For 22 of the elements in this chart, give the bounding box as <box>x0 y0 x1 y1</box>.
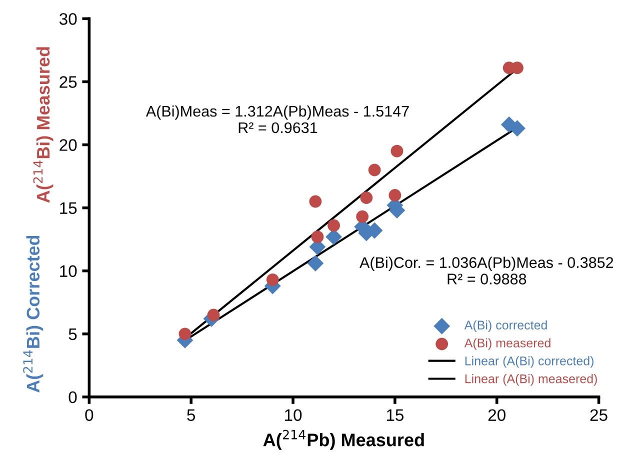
y-tick-label: 0 <box>68 391 77 404</box>
y-tick-label: 25 <box>60 76 77 88</box>
legend-label: A(Bi) corrected <box>464 320 547 332</box>
annotation: A(Bi)Cor. = 1.036A(Pb)Meas - 0.3852 R² = 0.9888 <box>360 256 614 284</box>
x-tick-label: 0 <box>85 409 94 421</box>
x-tick-label: 10 <box>285 409 302 421</box>
y-tick-label: 10 <box>60 265 77 278</box>
y-tick-label: 15 <box>60 202 77 214</box>
legend-label: A(Bi) measered <box>464 338 550 350</box>
text: A($^{214}$Bi) Measured <box>33 47 54 203</box>
x-tick-label: 20 <box>488 409 506 421</box>
y-axis-title: A($^{214}$Bi) Corrected <box>23 236 44 392</box>
x-tick-label: 15 <box>386 409 404 421</box>
x-tick-label: 5 <box>187 409 196 421</box>
y-tick-label: 30 <box>59 13 77 25</box>
x-axis-title: A($^{214}$Pb) Measured <box>263 430 424 450</box>
y-tick-label: 20 <box>60 139 77 151</box>
x-tick-label: 25 <box>590 409 608 421</box>
y-tick-label: 5 <box>68 328 77 340</box>
legend-label: Linear (A(Bi) measered) <box>465 374 597 386</box>
legend-label: Linear (A(Bi) corrected) <box>465 356 594 368</box>
annotation: A(Bi)Meas = 1.312A(Pb)Meas - 1.5147 R² = 0.9631 <box>146 105 409 134</box>
